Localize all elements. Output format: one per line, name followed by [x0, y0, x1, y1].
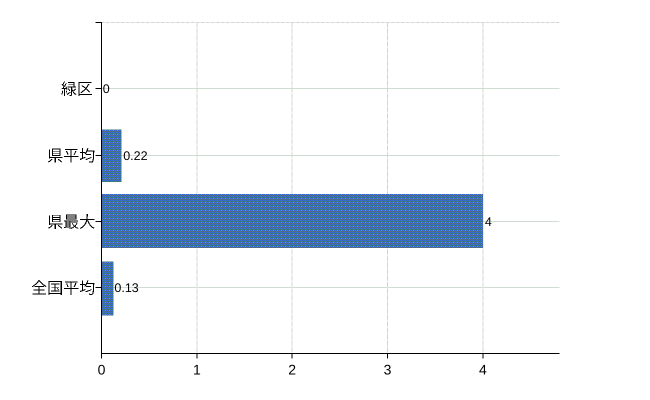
svg-text:0.22: 0.22	[123, 149, 147, 163]
svg-text:2: 2	[288, 362, 296, 378]
svg-text:4: 4	[479, 362, 487, 378]
svg-text:1: 1	[193, 362, 201, 378]
svg-text:0: 0	[103, 82, 110, 96]
svg-text:4: 4	[485, 215, 492, 229]
svg-text:0.13: 0.13	[114, 281, 138, 295]
svg-text:3: 3	[384, 362, 392, 378]
svg-text:0: 0	[98, 362, 106, 378]
